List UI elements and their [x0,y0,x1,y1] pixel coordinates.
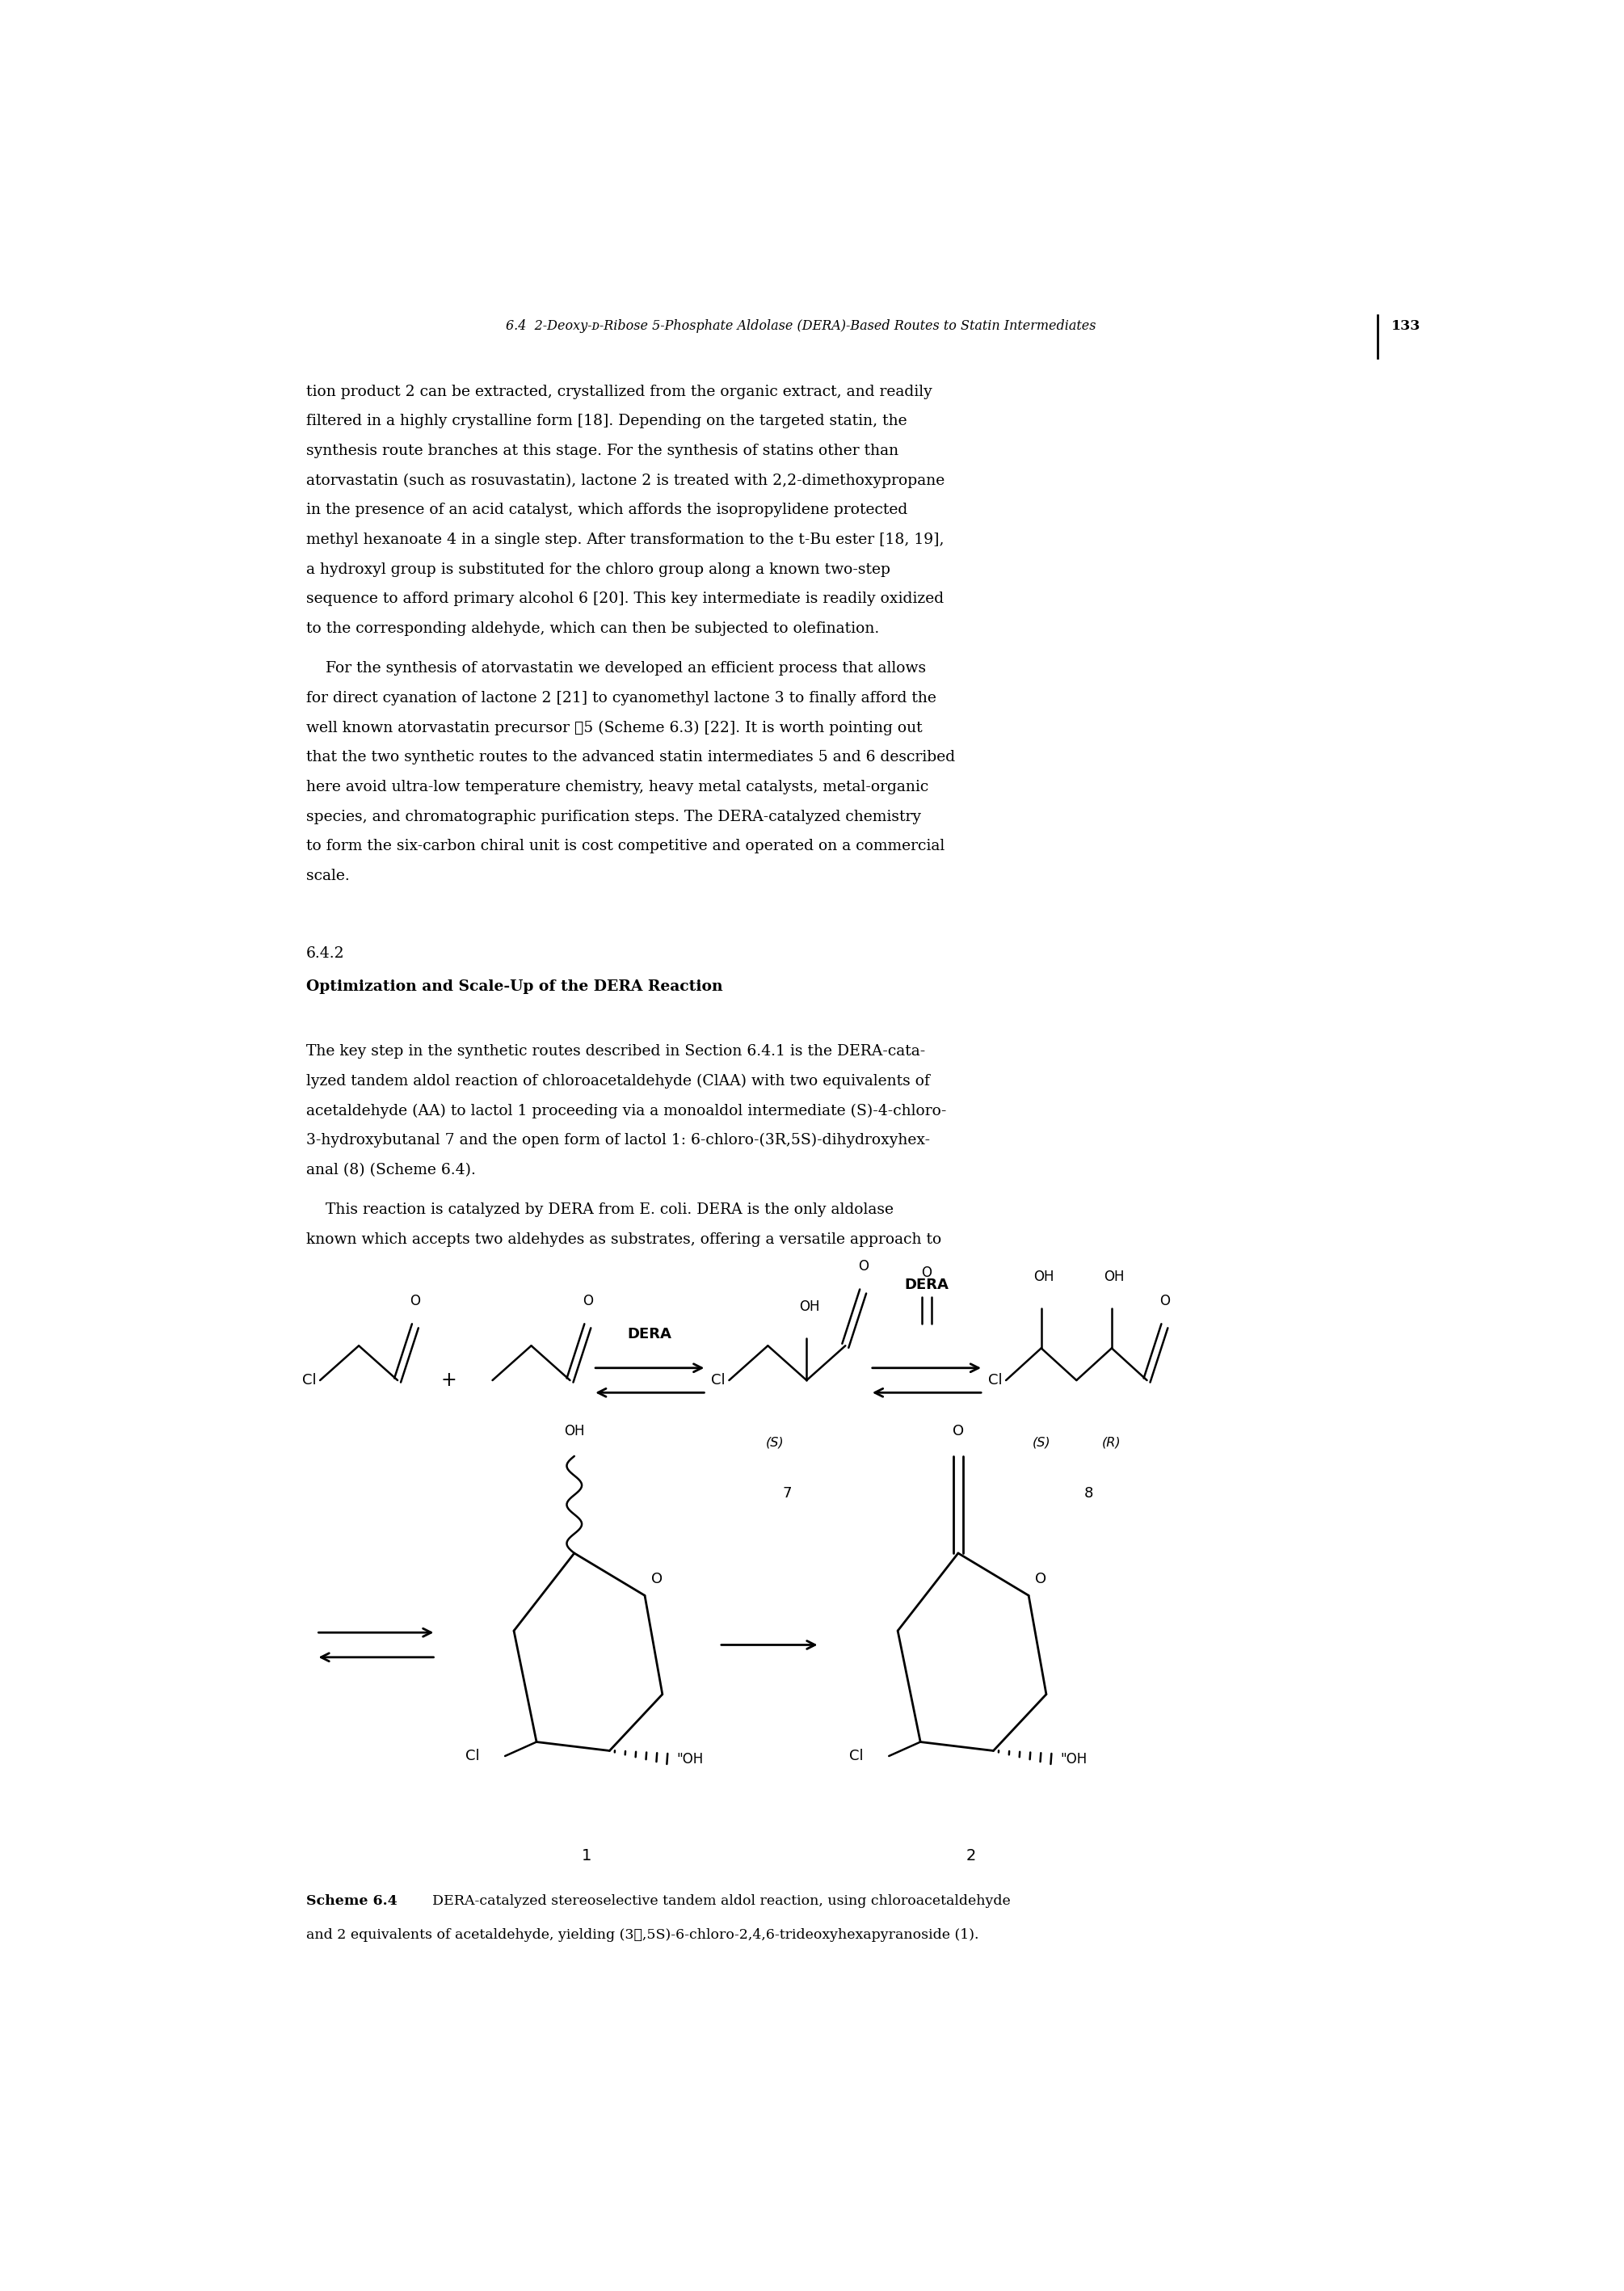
Text: O: O [409,1294,421,1308]
Text: (S): (S) [1033,1436,1051,1448]
Text: 3-hydroxybutanal 7 and the open form of lactol 1: 6-chloro-(3R,5S)-dihydroxyhex-: 3-hydroxybutanal 7 and the open form of … [307,1134,931,1148]
Text: 8: 8 [1085,1487,1093,1501]
Text: (R): (R) [1103,1436,1121,1448]
Text: synthesis route branches at this stage. For the synthesis of statins other than: synthesis route branches at this stage. … [307,444,898,458]
Text: in the presence of an acid catalyst, which affords the isopropylidene protected: in the presence of an acid catalyst, whi… [307,502,908,518]
Text: filtered in a highly crystalline form [18]. Depending on the targeted statin, th: filtered in a highly crystalline form [1… [307,415,908,428]
Text: acetaldehyde (AA) to lactol 1 proceeding via a monoaldol intermediate (S)-4-chlo: acetaldehyde (AA) to lactol 1 proceeding… [307,1104,947,1118]
Text: "OH: "OH [676,1753,703,1766]
Text: 2: 2 [966,1849,976,1863]
Text: (S): (S) [765,1436,784,1448]
Text: lyzed tandem aldol reaction of chloroacetaldehyde (ClAA) with two equivalents of: lyzed tandem aldol reaction of chloroace… [307,1074,931,1088]
Text: OH: OH [1104,1269,1124,1283]
Text: Cl: Cl [711,1372,726,1388]
Text: This reaction is catalyzed by DERA from E. coli. DERA is the only aldolase: This reaction is catalyzed by DERA from … [307,1203,893,1217]
Text: "OH: "OH [1060,1753,1086,1766]
Text: to the corresponding aldehyde, which can then be subjected to olefination.: to the corresponding aldehyde, which can… [307,621,879,637]
Text: 6.4  2-Deoxy-ᴅ-Ribose 5-Phosphate Aldolase (DERA)-Based Routes to Statin Interme: 6.4 2-Deoxy-ᴅ-Ribose 5-Phosphate Aldolas… [505,318,1096,332]
Text: Scheme 6.4: Scheme 6.4 [307,1895,398,1908]
Text: O: O [583,1294,593,1308]
Text: Cl: Cl [987,1372,1002,1388]
Text: species, and chromatographic purification steps. The DERA-catalyzed chemistry: species, and chromatographic purificatio… [307,809,921,825]
Text: 1: 1 [581,1849,591,1863]
Text: known which accepts two aldehydes as substrates, offering a versatile approach t: known which accepts two aldehydes as sub… [307,1233,942,1246]
Text: Cl: Cl [302,1372,317,1388]
Text: a hydroxyl group is substituted for the chloro group along a known two-step: a hydroxyl group is substituted for the … [307,561,890,577]
Text: The key step in the synthetic routes described in Section 6.4.1 is the DERA-cata: The key step in the synthetic routes des… [307,1045,926,1058]
Text: that the two synthetic routes to the advanced statin intermediates 5 and 6 descr: that the two synthetic routes to the adv… [307,749,955,765]
Text: scale.: scale. [307,868,349,884]
Text: O: O [651,1572,663,1588]
Text: O: O [857,1260,869,1274]
Text: to form the six-carbon chiral unit is cost competitive and operated on a commerc: to form the six-carbon chiral unit is co… [307,839,945,855]
Text: +: + [440,1370,456,1391]
Text: atorvastatin (such as rosuvastatin), lactone 2 is treated with 2,2-dimethoxyprop: atorvastatin (such as rosuvastatin), lac… [307,474,945,488]
Text: O: O [952,1425,965,1439]
Text: and 2 equivalents of acetaldehyde, yielding (3ℛ,5S)-6-chloro-2,4,6-trideoxyhexap: and 2 equivalents of acetaldehyde, yield… [307,1929,979,1943]
Text: 6.4.2: 6.4.2 [307,946,344,960]
Text: O: O [921,1265,932,1281]
Text: OH: OH [564,1425,585,1439]
Text: anal (8) (Scheme 6.4).: anal (8) (Scheme 6.4). [307,1164,476,1178]
Text: here avoid ultra-low temperature chemistry, heavy metal catalysts, metal-organic: here avoid ultra-low temperature chemist… [307,779,929,795]
Text: methyl hexanoate 4 in a single step. After transformation to the t-Bu ester [18,: methyl hexanoate 4 in a single step. Aft… [307,532,944,548]
Text: O: O [1034,1572,1046,1588]
Text: For the synthesis of atorvastatin we developed an efficient process that allows: For the synthesis of atorvastatin we dev… [307,662,926,676]
Text: 7: 7 [783,1487,793,1501]
Text: OH: OH [1033,1269,1054,1283]
Text: OH: OH [799,1299,820,1313]
Text: Optimization and Scale-Up of the DERA Reaction: Optimization and Scale-Up of the DERA Re… [307,978,723,994]
Text: sequence to afford primary alcohol 6 [20]. This key intermediate is readily oxid: sequence to afford primary alcohol 6 [20… [307,591,944,607]
Text: for direct cyanation of lactone 2 [21] to cyanomethyl lactone 3 to finally affor: for direct cyanation of lactone 2 [21] t… [307,692,937,706]
Text: DERA: DERA [905,1278,948,1292]
Text: DERA: DERA [627,1326,672,1343]
Text: tion product 2 can be extracted, crystallized from the organic extract, and read: tion product 2 can be extracted, crystal… [307,385,932,399]
Text: O: O [1160,1294,1169,1308]
Text: Cl: Cl [466,1748,481,1764]
Text: well known atorvastatin precursor 5 (Scheme 6.3) [22]. It is worth pointing out: well known atorvastatin precursor 5 (Sc… [307,722,922,735]
Text: Cl: Cl [849,1748,864,1764]
Text: DERA-catalyzed stereoselective tandem aldol reaction, using chloroacetaldehyde: DERA-catalyzed stereoselective tandem al… [424,1895,1010,1908]
Text: 133: 133 [1392,318,1421,332]
